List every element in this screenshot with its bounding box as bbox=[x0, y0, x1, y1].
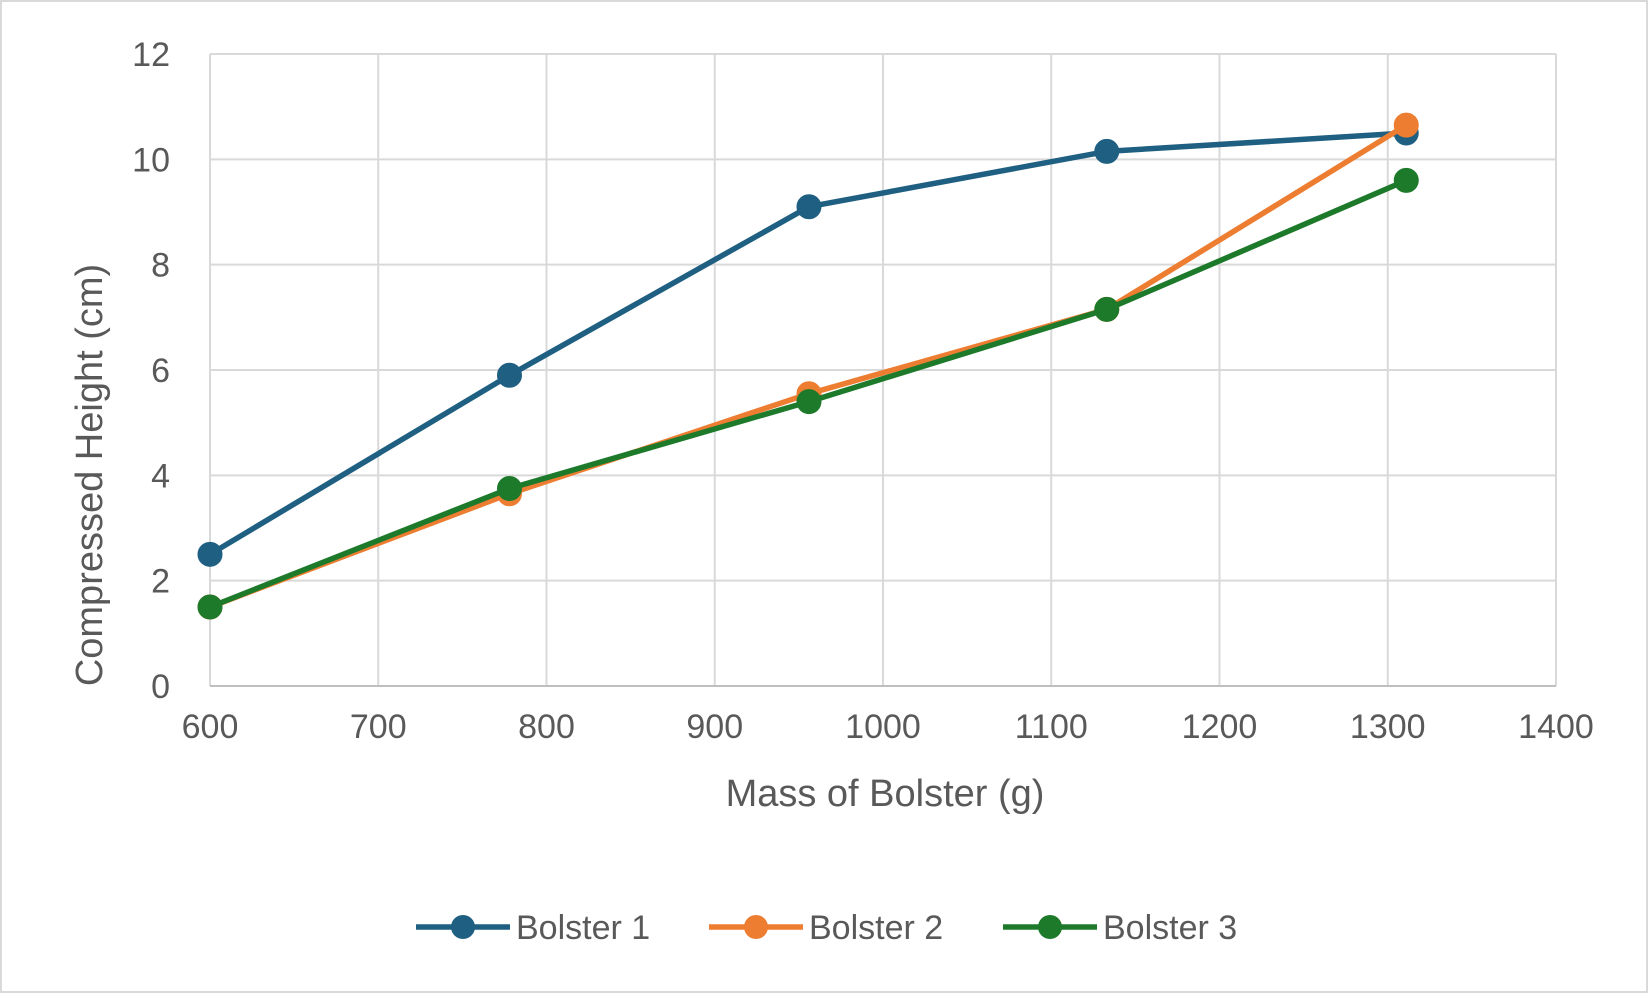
legend-swatch-marker bbox=[744, 915, 768, 939]
legend-item-1: Bolster 1 bbox=[416, 909, 650, 947]
x-tick-label: 1200 bbox=[1182, 708, 1258, 746]
y-tick-label: 2 bbox=[151, 563, 170, 601]
series-2 bbox=[197, 112, 1419, 620]
y-tick-label: 6 bbox=[151, 352, 170, 390]
data-point bbox=[496, 362, 522, 388]
y-tick-label: 10 bbox=[132, 141, 170, 179]
data-point bbox=[1094, 138, 1120, 164]
y-axis-title: Compressed Height (cm) bbox=[69, 264, 111, 686]
y-tick-label: 4 bbox=[151, 457, 170, 495]
data-point bbox=[1094, 296, 1120, 322]
data-point bbox=[197, 541, 223, 567]
x-axis-title: Mass of Bolster (g) bbox=[726, 773, 1045, 815]
x-tick-label: 700 bbox=[350, 708, 407, 746]
x-tick-label: 900 bbox=[686, 708, 743, 746]
x-tick-label: 1000 bbox=[845, 708, 921, 746]
series-1 bbox=[197, 120, 1419, 567]
x-tick-label: 1400 bbox=[1518, 708, 1594, 746]
data-point bbox=[1393, 167, 1419, 193]
legend-item-3: Bolster 3 bbox=[1003, 909, 1237, 947]
legend-label: Bolster 3 bbox=[1103, 909, 1237, 947]
legend: Bolster 1 Bolster 2 Bolster 3 bbox=[416, 909, 1237, 947]
legend-swatch-marker bbox=[1038, 915, 1062, 939]
data-point bbox=[796, 389, 822, 415]
series-3 bbox=[197, 167, 1419, 620]
y-tick-label: 12 bbox=[132, 36, 170, 74]
x-tick-label: 800 bbox=[518, 708, 575, 746]
data-point bbox=[796, 194, 822, 220]
y-tick-label: 0 bbox=[151, 668, 170, 706]
data-point bbox=[496, 476, 522, 501]
x-tick-label: 1300 bbox=[1350, 708, 1426, 746]
x-tick-label: 1100 bbox=[1015, 708, 1088, 746]
legend-swatch-marker bbox=[451, 915, 475, 939]
legend-item-2: Bolster 2 bbox=[709, 909, 943, 947]
data-point bbox=[197, 594, 223, 620]
legend-label: Bolster 2 bbox=[809, 909, 943, 947]
legend-label: Bolster 1 bbox=[516, 909, 650, 947]
x-tick-label: 600 bbox=[182, 708, 239, 746]
data-point bbox=[1393, 112, 1419, 138]
series-lines bbox=[197, 112, 1419, 620]
y-tick-label: 8 bbox=[151, 247, 170, 285]
y-tick-labels: 0 2 4 6 8 10 12 bbox=[132, 36, 170, 706]
x-tick-labels: 600 700 800 900 1000 1100 1200 1300 1400 bbox=[182, 708, 1594, 746]
